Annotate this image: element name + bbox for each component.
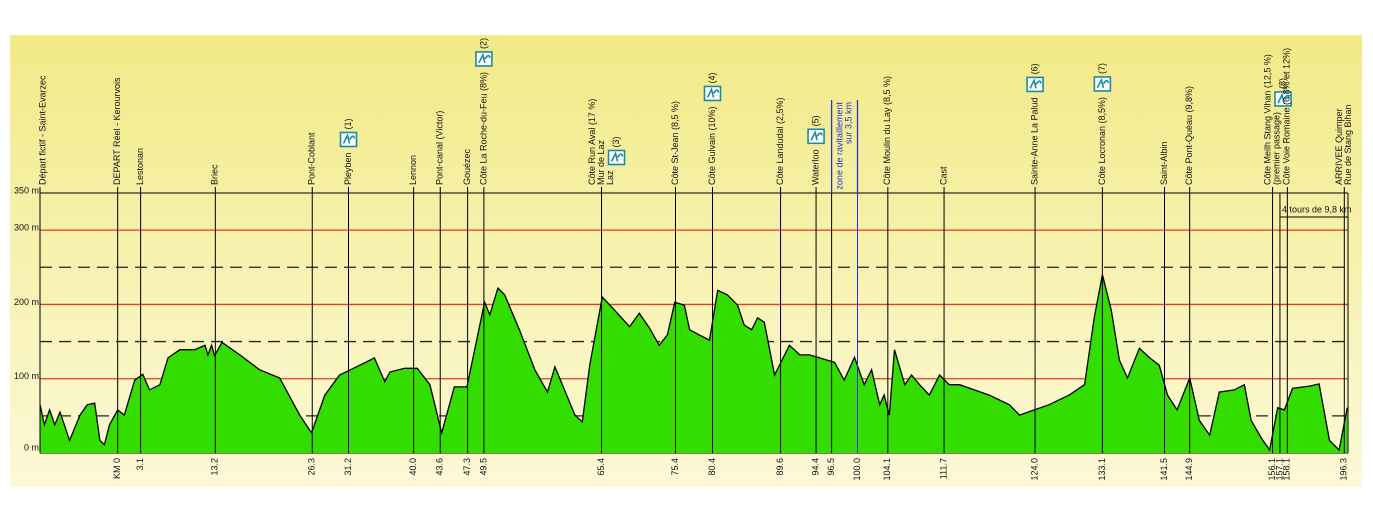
annotation: 4 tours de 9,8 km bbox=[1282, 204, 1352, 214]
x-tick-label: 158.1 bbox=[1282, 458, 1292, 481]
kom-number: (5) bbox=[810, 115, 820, 126]
marker-label: Côte Landudal (2,5%) bbox=[775, 97, 785, 185]
kom-number: (1) bbox=[343, 118, 353, 129]
kom-icon bbox=[1026, 76, 1044, 93]
marker-label: Rue de Stang Bihan bbox=[1343, 104, 1353, 185]
marker-label: Pont-Coblant bbox=[307, 132, 317, 185]
kom-number: (8) bbox=[1277, 78, 1287, 89]
marker-label: Cast bbox=[938, 166, 948, 185]
marker-label: Lennon bbox=[408, 155, 418, 185]
marker-label: Laz bbox=[605, 170, 615, 185]
x-tick-label: 43.6 bbox=[435, 458, 445, 476]
x-tick-label: 133.1 bbox=[1097, 458, 1107, 481]
kom-icon-logo bbox=[706, 87, 720, 98]
kom-icon bbox=[607, 149, 626, 166]
kom-icon-logo bbox=[610, 151, 624, 162]
elevation-area bbox=[40, 274, 1348, 453]
marker-label: DEPART Réel - Kerourvois bbox=[112, 77, 122, 185]
x-tick-label: 40.0 bbox=[408, 458, 418, 476]
kom-icon bbox=[1093, 76, 1112, 92]
kom-number: (4) bbox=[707, 72, 717, 83]
marker-label: Saint-Albin bbox=[1159, 141, 1169, 185]
kom-icon-logo bbox=[342, 133, 356, 144]
x-tick-label: 157.1 bbox=[1274, 458, 1284, 481]
kom-icon-logo bbox=[810, 130, 823, 141]
x-tick-label: 144.9 bbox=[1184, 458, 1194, 481]
kom-icon bbox=[339, 131, 358, 148]
marker-label: Côte Voie Romaine (6,8% et 12%) bbox=[1282, 48, 1292, 185]
x-tick-label: KM 0 bbox=[112, 458, 122, 479]
marker-label: Mur de Laz bbox=[596, 139, 606, 185]
elevation-profile bbox=[39, 274, 1348, 452]
kom-icon bbox=[1274, 91, 1292, 107]
kom-icon bbox=[475, 51, 493, 67]
marker-label: Départ fictif - Saint-Evarzec bbox=[37, 75, 47, 185]
marker-label: Lestonan bbox=[135, 148, 145, 185]
marker-label: Côte Gulvain (10%) bbox=[707, 106, 717, 185]
x-tick-label: 156.1 bbox=[1267, 458, 1277, 481]
x-tick-label: 80.4 bbox=[707, 458, 717, 476]
x-tick-label: 141.5 bbox=[1159, 458, 1169, 481]
x-tick-label: 100.0 bbox=[852, 458, 862, 481]
x-tick-label: 96.5 bbox=[826, 458, 836, 476]
marker-label: Côte Run Aval (17 %) bbox=[587, 99, 597, 185]
x-tick-label: 75.4 bbox=[670, 458, 680, 476]
x-tick-label: 65.4 bbox=[596, 458, 606, 476]
marker-label: Côte La Roche-du-Feu (8%) bbox=[478, 72, 488, 185]
marker-label: Côte Pont-Quéau (9,8%) bbox=[1184, 86, 1194, 185]
y-tick-label: 300 m bbox=[14, 223, 39, 233]
x-tick-label: 89.6 bbox=[775, 458, 785, 476]
x-tick-label: 13.2 bbox=[210, 458, 220, 476]
y-tick-label: 350 m bbox=[14, 185, 39, 195]
marker-label: Waterloo bbox=[810, 149, 820, 185]
kom-icon bbox=[807, 128, 825, 145]
y-tick-label: 0 m bbox=[24, 442, 39, 452]
marker-label: Gouézec bbox=[462, 148, 472, 185]
feed-zone-label: zone de ravitaillement bbox=[834, 102, 844, 190]
marker-label: Côte Meilh Stang Vihan (12,5 %) bbox=[1262, 54, 1272, 185]
marker-label: Côte Moulin du Lay (8,5 %) bbox=[882, 76, 892, 185]
x-tick-label: 26.3 bbox=[307, 458, 317, 476]
kom-icon bbox=[703, 85, 722, 102]
marker-label: Côte Locronan (8,5%) bbox=[1097, 97, 1107, 185]
marker-label: Pleyben bbox=[343, 152, 353, 185]
x-tick-label: 124.0 bbox=[1029, 458, 1039, 481]
kom-icon-logo bbox=[1096, 77, 1110, 89]
x-tick-label: 49.5 bbox=[478, 458, 488, 476]
x-tick-label: 196.3 bbox=[1339, 458, 1349, 481]
marker-label: Briec bbox=[210, 164, 220, 185]
x-tick-label: 94.4 bbox=[810, 458, 820, 476]
kom-icon-logo bbox=[1029, 78, 1042, 89]
y-tick-label: 200 m bbox=[14, 297, 39, 307]
marker-label: Pont-canal (Victor) bbox=[435, 111, 445, 185]
x-tick-label: 3.1 bbox=[135, 458, 145, 471]
y-tick-label: 100 m bbox=[14, 371, 39, 381]
kom-icon-logo bbox=[478, 52, 491, 64]
x-tick-label: 104.1 bbox=[882, 458, 892, 481]
marker-label: (premier passage) bbox=[1271, 112, 1281, 185]
kom-number: (6) bbox=[1029, 63, 1039, 74]
x-tick-label: 47.3 bbox=[462, 458, 472, 476]
kom-number: (3) bbox=[611, 136, 621, 147]
marker-label: ARRIVEE Quimper bbox=[1334, 108, 1344, 185]
x-tick-label: 31.2 bbox=[343, 458, 353, 476]
kom-number: (7) bbox=[1097, 63, 1107, 74]
marker-label: Sainte-Anne La Palud bbox=[1029, 97, 1039, 185]
kom-number: (2) bbox=[478, 38, 488, 49]
marker-label: Côte St-Jean (8,5 %) bbox=[670, 101, 680, 185]
x-tick-label: 111.7 bbox=[938, 458, 948, 479]
kom-icon-logo bbox=[1277, 92, 1290, 104]
feed-zone-label: sur 3,5 km bbox=[843, 102, 853, 144]
